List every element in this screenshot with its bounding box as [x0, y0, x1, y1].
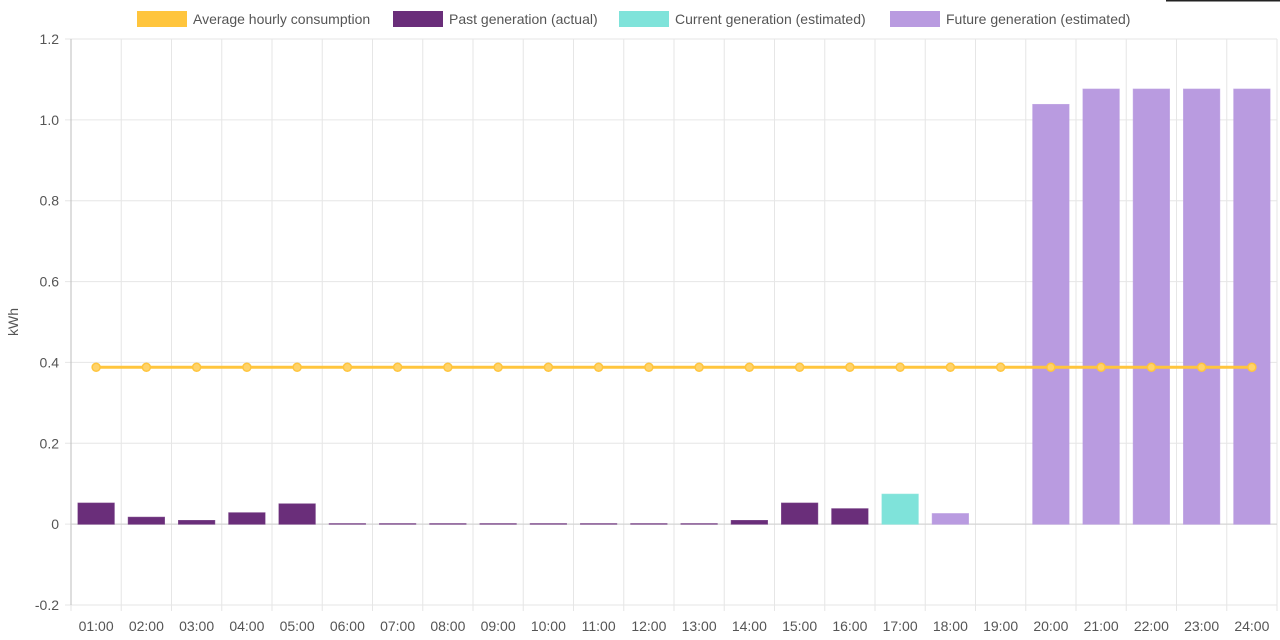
x-tick-label: 14:00 [732, 618, 767, 634]
x-tick-label: 24:00 [1234, 618, 1269, 634]
y-tick-label: -0.2 [35, 597, 59, 613]
consumption-point[interactable] [1096, 362, 1106, 373]
x-tick-label: 22:00 [1134, 618, 1169, 634]
legend-label: Average hourly consumption [193, 11, 370, 27]
legend-swatch [393, 11, 443, 27]
consumption-point[interactable] [744, 362, 755, 373]
consumption-point[interactable] [1046, 362, 1056, 373]
consumption-point[interactable] [342, 362, 353, 373]
x-tick-label: 05:00 [280, 618, 315, 634]
consumption-point[interactable] [945, 362, 956, 373]
consumption-point[interactable] [242, 362, 252, 373]
consumption-point[interactable] [895, 362, 905, 373]
consumption-point[interactable] [392, 362, 403, 373]
consumption-point[interactable] [1196, 362, 1207, 373]
legend-label: Past generation (actual) [449, 11, 598, 27]
legend-item[interactable]: Past generation (actual) [393, 11, 598, 27]
y-axis-title: kWh [5, 308, 21, 336]
y-tick-label: 0.2 [40, 435, 60, 451]
consumption-point[interactable] [292, 362, 302, 373]
bar-future-generation-estimated[interactable] [1032, 103, 1070, 525]
x-tick-label: 02:00 [129, 618, 164, 634]
legend-swatch [890, 11, 940, 27]
bars [77, 88, 1271, 525]
consumption-point[interactable] [694, 362, 704, 373]
top-right-border-mark [1166, 0, 1280, 2]
x-tick-label: 16:00 [832, 618, 867, 634]
bar-past-generation-actual[interactable] [730, 520, 768, 525]
legend-item[interactable]: Future generation (estimated) [890, 11, 1130, 27]
legend-item[interactable]: Average hourly consumption [137, 11, 370, 27]
bar-future-generation-estimated[interactable] [931, 513, 969, 525]
x-tick-label: 17:00 [883, 618, 918, 634]
x-tick-label: 04:00 [229, 618, 264, 634]
x-tick-label: 15:00 [782, 618, 817, 634]
consumption-point[interactable] [644, 362, 654, 373]
y-tick-label: 0.4 [40, 354, 60, 370]
y-tick-label: 0.8 [40, 193, 60, 209]
consumption-point[interactable] [794, 362, 805, 373]
consumption-point[interactable] [1247, 362, 1257, 373]
x-tick-label: 03:00 [179, 618, 214, 634]
axes [70, 39, 1277, 605]
consumption-point[interactable] [1146, 362, 1157, 373]
bar-future-generation-estimated[interactable] [1233, 88, 1271, 525]
legend[interactable]: Average hourly consumption Past generatio… [137, 11, 1130, 27]
bar-current-generation-estimated[interactable] [881, 493, 919, 525]
y-tick-label: 0 [51, 516, 59, 532]
legend-label: Future generation (estimated) [946, 11, 1130, 27]
consumption-point[interactable] [443, 362, 453, 373]
y-tick-labels: -0.2 0 0.2 0.4 0.6 0.8 1.0 1.2 [35, 31, 59, 613]
x-tick-label: 06:00 [330, 618, 365, 634]
bar-past-generation-actual[interactable] [831, 508, 869, 525]
x-tick-label: 23:00 [1184, 618, 1219, 634]
legend-item[interactable]: Current generation (estimated) [619, 11, 866, 27]
x-tick-label: 13:00 [682, 618, 717, 634]
x-tick-label: 20:00 [1033, 618, 1068, 634]
consumption-point[interactable] [593, 362, 604, 373]
consumption-line [91, 362, 1257, 373]
x-tick-label: 01:00 [79, 618, 114, 634]
x-tick-label: 11:00 [582, 618, 616, 634]
bar-past-generation-actual[interactable] [178, 520, 216, 525]
bar-past-generation-actual[interactable] [77, 502, 115, 525]
consumption-point[interactable] [845, 362, 855, 373]
x-tick-label: 09:00 [481, 618, 516, 634]
x-tick-label: 08:00 [430, 618, 465, 634]
x-tick-label: 10:00 [531, 618, 566, 634]
consumption-point[interactable] [543, 362, 554, 373]
consumption-point[interactable] [141, 362, 152, 373]
y-tick-label: 0.6 [40, 274, 60, 290]
legend-swatch [619, 11, 669, 27]
x-tick-label: 07:00 [380, 618, 415, 634]
x-tick-label: 21:00 [1084, 618, 1119, 634]
x-tick-label: 19:00 [983, 618, 1018, 634]
y-tick-label: 1.2 [40, 31, 60, 47]
bar-future-generation-estimated[interactable] [1082, 88, 1120, 525]
grid-lines [65, 38, 1278, 611]
bar-past-generation-actual[interactable] [278, 503, 316, 525]
legend-swatch [137, 11, 187, 27]
bar-past-generation-actual[interactable] [781, 502, 819, 525]
bar-past-generation-actual[interactable] [127, 516, 165, 525]
consumption-point[interactable] [493, 362, 503, 373]
x-tick-labels: 01:00 02:00 03:00 04:00 05:00 06:00 07:00 08:00… [79, 618, 1270, 634]
consumption-point[interactable] [191, 362, 202, 373]
bar-future-generation-estimated[interactable] [1183, 88, 1221, 525]
x-tick-label: 18:00 [933, 618, 968, 634]
bar-past-generation-actual[interactable] [228, 512, 266, 525]
consumption-point[interactable] [91, 362, 101, 373]
consumption-point[interactable] [995, 362, 1006, 373]
legend-label: Current generation (estimated) [675, 11, 866, 27]
x-tick-label: 12:00 [631, 618, 666, 634]
bar-future-generation-estimated[interactable] [1132, 88, 1170, 525]
y-tick-label: 1.0 [40, 112, 60, 128]
